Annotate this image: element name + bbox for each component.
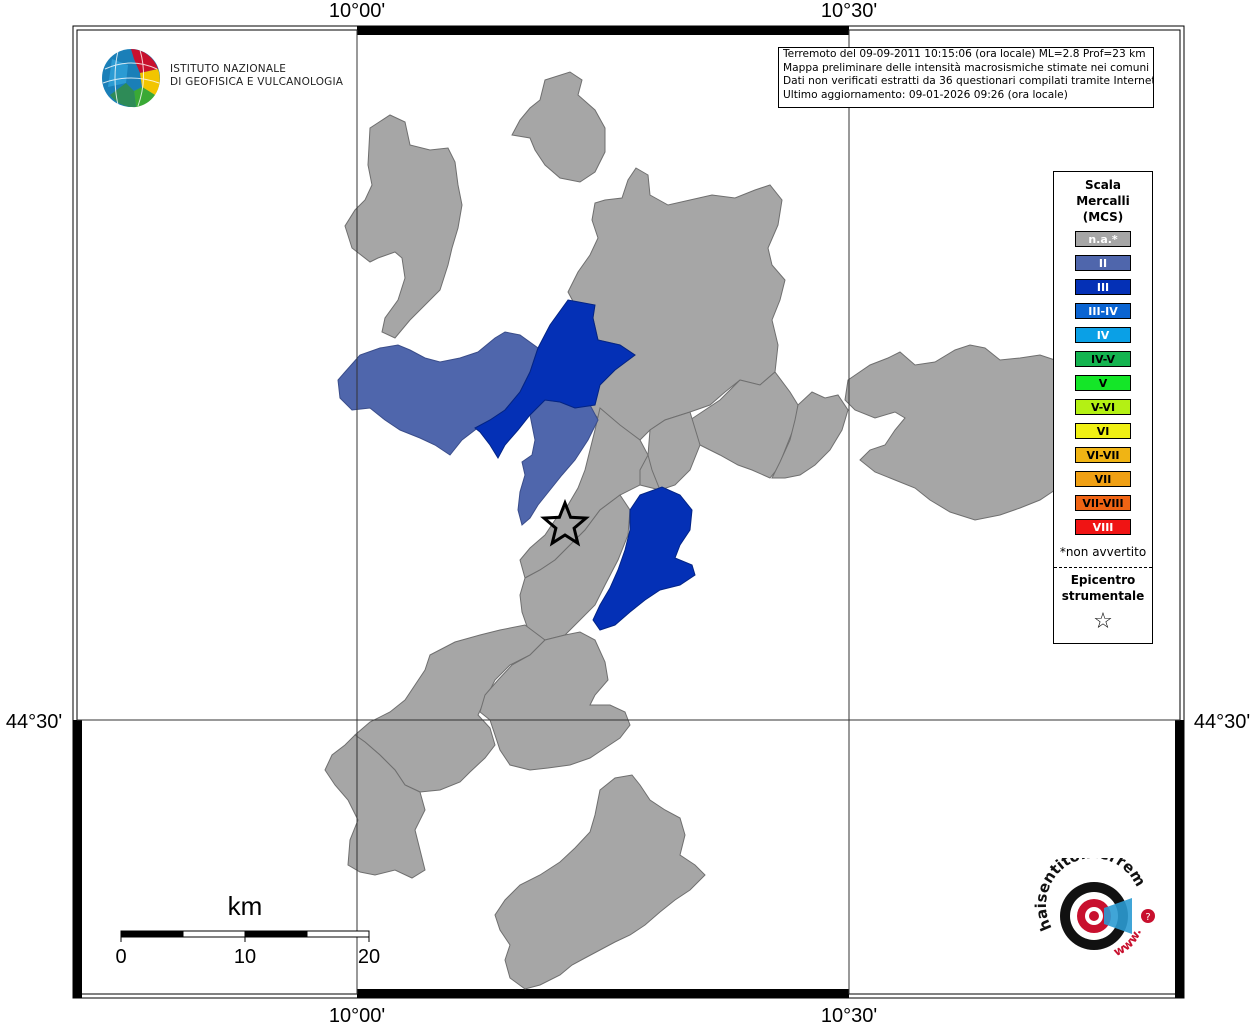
ingv-name: ISTITUTO NAZIONALE DI GEOFISICA E VULCAN… (170, 63, 343, 89)
legend-swatch-n-a: n.a.* (1075, 231, 1131, 247)
info-line-2: Mappa preliminare delle intensità macros… (783, 61, 1150, 74)
municipality-area (344, 114, 463, 339)
ingv-name-line-1: ISTITUTO NAZIONALE (170, 63, 287, 75)
municipality-area (844, 344, 1056, 521)
legend-title-line-1: Scala (1084, 178, 1122, 192)
scale-bar: km 0 10 20 (115, 891, 380, 968)
legend-swatch-iv-v: IV-V (1075, 351, 1131, 367)
coord-right: 44°30' (1194, 711, 1250, 733)
ingv-globe-icon (102, 49, 160, 108)
scale-tick-0: 0 (115, 946, 126, 968)
legend-swatch-vii: VII (1075, 471, 1131, 487)
municipality-area (494, 774, 706, 990)
municipality-area (511, 71, 606, 183)
coord-bottom-right: 10°30' (821, 1005, 877, 1024)
coord-left: 44°30' (6, 711, 62, 733)
coord-bottom-left: 10°00' (329, 1005, 385, 1024)
municipality-area (647, 411, 701, 491)
frame-bar-right (1175, 720, 1184, 998)
legend-swatch-v: V (1075, 375, 1131, 391)
legend-swatch-iv: IV (1075, 327, 1131, 343)
hai-sentito-logo-icon: ? haisentitoilterremoto.it www. (1019, 844, 1155, 959)
graticule (77, 30, 1180, 994)
hai-sentito-il-terremoto-logo: ? haisentitoilterremoto.it www. (1019, 844, 1164, 978)
scale-tick-10: 10 (234, 946, 256, 968)
legend-epicenter-line-1: Epicentro (1070, 573, 1136, 587)
legend-swatch-vii-viii: VII-VIII (1075, 495, 1131, 511)
municipality-area (354, 624, 546, 793)
info-line-3: Dati non verificati estratti da 36 quest… (783, 75, 1154, 87)
legend-note: *non avvertito (1059, 545, 1147, 559)
legend-swatch-v-vi: V-VI (1075, 399, 1131, 415)
municipalities-not-felt (324, 71, 1056, 990)
legend-items: n.a.* II III III-IV IV IV-V V V-VI VI VI-VII VII VI… (1054, 231, 1152, 535)
legend-title-line-2: Mercalli (1076, 194, 1130, 208)
legend-swatch-viii: VIII (1075, 519, 1131, 535)
frame-bar-bottom (357, 989, 849, 998)
municipality-area (479, 631, 631, 771)
legend-epicenter-line-2: strumentale (1061, 589, 1145, 603)
frame-bar-left (73, 720, 82, 998)
info-line-1: Terremoto del 09-09-2011 10:15:06 (ora l… (783, 48, 1146, 60)
coord-top-right: 10°30' (821, 0, 877, 22)
municipality-area (474, 299, 636, 460)
info-line-4: Ultimo aggiornamento: 09-01-2026 09:26 (… (783, 88, 1068, 101)
legend-swatch-iii: III (1075, 279, 1131, 295)
svg-text:?: ? (1145, 912, 1150, 923)
legend-swatch-iii-iv: III-IV (1075, 303, 1131, 319)
scale-unit-label: km (228, 891, 263, 921)
legend-epicenter-label: Epicentro strumentale (1054, 572, 1152, 604)
municipality-area (771, 391, 849, 479)
ingv-name-line-2: DI GEOFISICA E VULCANOLOGIA (170, 76, 344, 88)
frame-bar-top (357, 26, 849, 35)
municipality-area (684, 371, 799, 479)
legend-swatch-ii: II (1075, 255, 1131, 271)
legend-separator (1054, 567, 1152, 568)
epicenter-star-icon (540, 498, 590, 547)
legend-title: Scala Mercalli (MCS) (1054, 177, 1152, 225)
legend-title-line-3: (MCS) (1082, 210, 1124, 224)
ingv-logo (100, 47, 320, 109)
municipalities-intensity-iii (474, 299, 696, 631)
municipality-area (592, 486, 696, 631)
earthquake-info-box: Terremoto del 09-09-2011 10:15:06 (ora l… (778, 47, 1154, 108)
scale-tick-20: 20 (358, 946, 380, 968)
mercalli-legend: Scala Mercalli (MCS) n.a.* II III III-IV IV I… (1053, 171, 1153, 644)
legend-swatch-vi: VI (1075, 423, 1131, 439)
municipality-area (324, 734, 426, 879)
star-outline-icon: ☆ (1093, 609, 1113, 634)
legend-swatch-vi-vii: VI-VII (1075, 447, 1131, 463)
coord-top-left: 10°00' (329, 0, 385, 22)
